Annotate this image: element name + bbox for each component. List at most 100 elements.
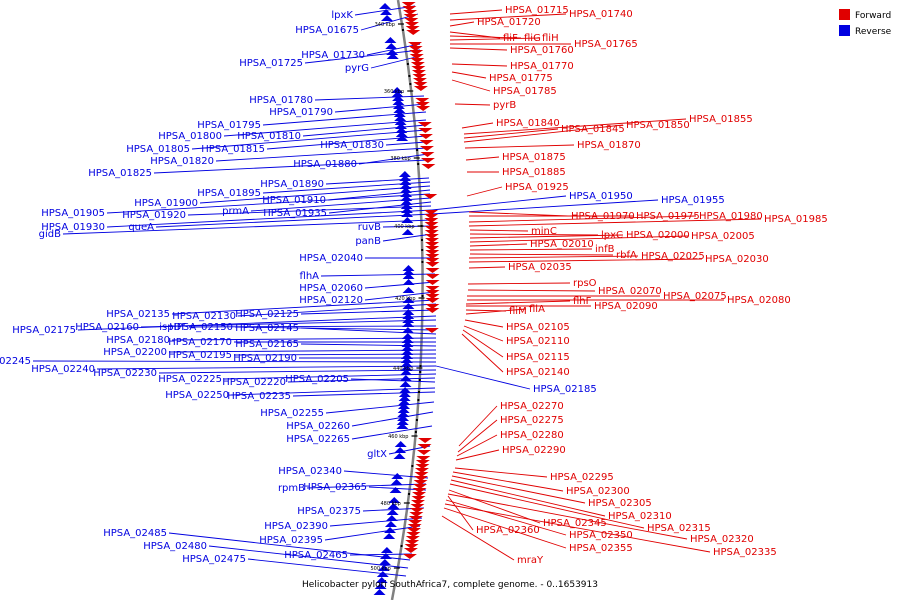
- gene-label-pyrG: pyrG: [345, 63, 369, 74]
- reverse-feature-arrow-18: [395, 127, 408, 133]
- gene-label-HPSA_02195: HPSA_02195: [168, 350, 232, 361]
- connector-line-fliH: [449, 37, 540, 41]
- gene-label-HPSA_02355: HPSA_02355: [569, 543, 633, 554]
- feature-dot-6: [417, 163, 420, 165]
- gene-label-HPSA_02260: HPSA_02260: [286, 421, 350, 432]
- gene-label-HPSA_01805: HPSA_01805: [126, 144, 190, 155]
- gene-label-HPSA_02150: HPSA_02150: [169, 322, 233, 333]
- connector-line-HPSA_02160: [140, 319, 437, 328]
- gene-label-HPSA_01725: HPSA_01725: [239, 58, 303, 69]
- forward-feature-arrow-9: [408, 42, 423, 47]
- feature-dot-13: [419, 371, 422, 373]
- gene-label-lpxK: lpxK: [331, 10, 353, 21]
- gene-label-HPSA_01985: HPSA_01985: [764, 214, 828, 225]
- gene-label-HPSA_02185: HPSA_02185: [533, 384, 597, 395]
- connector-line-HPSA_02175: [77, 315, 437, 331]
- forward-feature-arrow-2: [402, 6, 417, 11]
- reverse-feature-arrow-11: [392, 99, 405, 105]
- connector-line-HPSA_02260: [351, 411, 434, 427]
- gene-label-HPSA_01895: HPSA_01895: [197, 188, 261, 199]
- forward-feature-arrow-42: [425, 246, 440, 251]
- scale-tick-label-1: 340 kbp: [375, 22, 395, 28]
- gene-label-HPSA_02000: HPSA_02000: [626, 230, 690, 241]
- connector-line-HPSA_02185: [435, 365, 531, 390]
- forward-feature-arrow-58: [417, 444, 432, 449]
- forward-feature-arrow-30: [420, 158, 435, 163]
- gene-label-HPSA_02205: HPSA_02205: [285, 374, 349, 385]
- gene-label-HPSA_02275: HPSA_02275: [500, 415, 564, 426]
- reverse-feature-arrow-44: [402, 321, 415, 327]
- connector-line-HPSA_01790: [334, 103, 427, 113]
- feature-dot-14: [418, 379, 421, 381]
- feature-arrows: [373, 2, 440, 595]
- forward-feature-arrow-51: [425, 290, 440, 295]
- reverse-feature-arrow-29: [400, 203, 413, 209]
- connector-line-HPSA_01720: [449, 21, 475, 27]
- reverse-feature-arrow-36: [402, 273, 415, 279]
- forward-feature-arrow-32: [423, 194, 438, 199]
- gene-label-infB: infB: [595, 244, 615, 255]
- gene-label-HPSA_01885: HPSA_01885: [502, 167, 566, 178]
- reverse-feature-arrow-81: [380, 547, 393, 553]
- scale-tick-label-4: 400 kbp: [394, 224, 414, 230]
- legend-swatch-reverse: [839, 25, 850, 36]
- gene-label-HPSA_02125: HPSA_02125: [235, 309, 299, 320]
- connector-line-HPSA_02150: [234, 326, 437, 331]
- forward-feature-arrow-59: [416, 450, 431, 455]
- gene-label-rpmB: rpmB: [278, 483, 305, 494]
- reverse-feature-arrow-74: [388, 497, 401, 503]
- gene-label-HPSA_01790: HPSA_01790: [269, 107, 333, 118]
- gene-label-HPSA_02240: HPSA_02240: [31, 364, 95, 375]
- forward-feature-arrow-40: [425, 238, 439, 243]
- forward-feature-arrow-65: [414, 476, 429, 481]
- connector-line-HPSA_02030: [468, 258, 703, 263]
- forward-feature-arrow-21: [415, 98, 430, 103]
- connector-line-HPSA_01805: [191, 129, 427, 150]
- reverse-feature-arrow-68: [394, 441, 407, 447]
- connector-line-HPSA_01985: [468, 218, 762, 227]
- connector-line-HPSA_01870: [464, 144, 575, 149]
- gene-label-HPSA_02135: HPSA_02135: [106, 309, 170, 320]
- reverse-feature-arrow-2: [380, 9, 393, 15]
- gene-label-HPSA_01795: HPSA_01795: [197, 120, 261, 131]
- gene-label-HPSA_02250: HPSA_02250: [165, 390, 229, 401]
- connector-line-infB: [469, 248, 593, 251]
- gene-label-HPSA_02080: HPSA_02080: [727, 295, 791, 306]
- gene-label-HPSA_02140: HPSA_02140: [506, 367, 570, 378]
- forward-feature-arrow-54: [425, 304, 440, 309]
- gene-label-HPSA_01810: HPSA_01810: [237, 131, 301, 142]
- reverse-feature-arrow-62: [398, 403, 411, 409]
- scale-tick-label-8: 480 kbp: [380, 501, 400, 507]
- reverse-feature-arrow-85: [376, 571, 389, 577]
- gene-label-HPSA_02180: HPSA_02180: [106, 335, 170, 346]
- connector-line-HPSA_02485: [168, 532, 411, 561]
- gene-label-HPSA_01765: HPSA_01765: [574, 39, 638, 50]
- reverse-feature-arrow-53: [400, 361, 413, 367]
- connector-line-HPSA_02180: [171, 337, 437, 341]
- reverse-feature-arrow-67: [396, 423, 409, 429]
- forward-feature-arrow-25: [418, 128, 433, 133]
- forward-feature-arrow-28: [419, 146, 434, 151]
- gene-label-HPSA_02335: HPSA_02335: [713, 547, 777, 558]
- gene-label-HPSA_02390: HPSA_02390: [264, 521, 328, 532]
- reverse-feature-arrow-25: [399, 187, 412, 193]
- reverse-feature-arrow-47: [401, 337, 414, 343]
- forward-feature-arrow-71: [411, 500, 426, 505]
- reverse-feature-arrow-54: [400, 365, 413, 371]
- forward-feature-arrow-10: [408, 46, 423, 51]
- gene-label-HPSA_01820: HPSA_01820: [150, 156, 214, 167]
- gene-label-HPSA_02245: HPSA_02245: [0, 356, 31, 367]
- gene-label-HPSA_02315: HPSA_02315: [647, 523, 711, 534]
- feature-dot-16: [417, 399, 420, 401]
- reverse-feature-arrow-55: [400, 369, 413, 375]
- reverse-feature-arrow-5: [385, 43, 398, 49]
- connector-line-HPSA_02300: [452, 471, 564, 492]
- reverse-feature-arrow-48: [401, 341, 414, 347]
- scale-tick-label-7: 460 kbp: [388, 434, 408, 440]
- reverse-feature-arrow-65: [397, 415, 410, 421]
- reverse-feature-arrow-77: [385, 515, 398, 521]
- connector-line-HPSA_02165: [300, 343, 437, 347]
- connector-line-HPSA_02005: [469, 235, 689, 243]
- reverse-feature-arrow-86: [375, 577, 388, 583]
- connector-line-panB: [382, 233, 433, 242]
